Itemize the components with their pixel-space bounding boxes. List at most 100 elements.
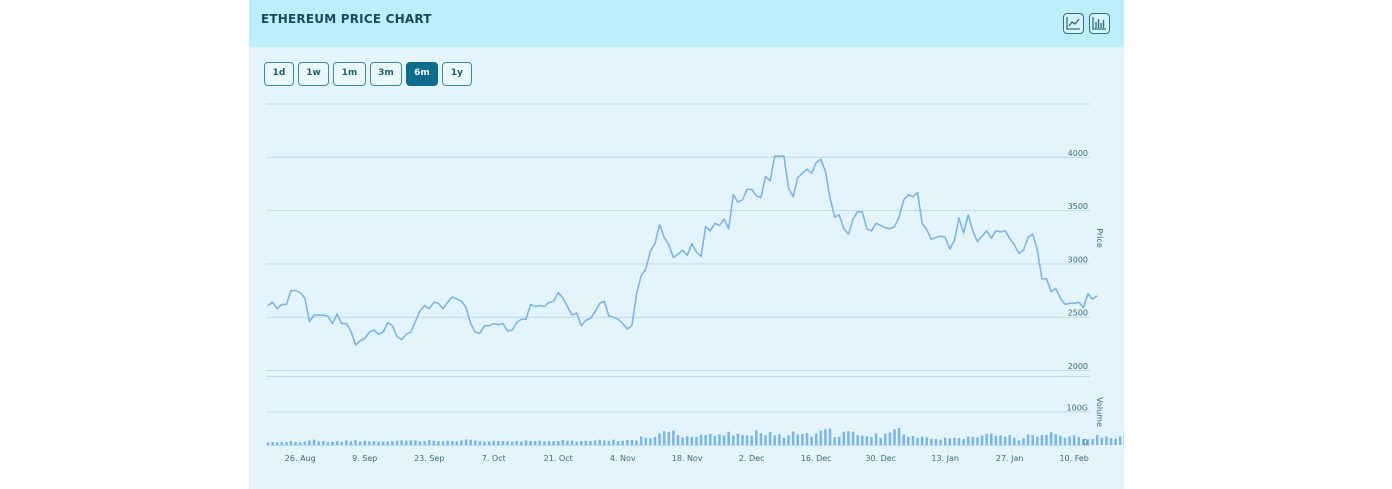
volume-bar — [266, 442, 270, 445]
volume-bar — [506, 441, 509, 445]
volume-bar — [621, 440, 624, 445]
volume-bar — [630, 440, 634, 445]
axis-labels: 2000 2500 3000 3500 4000 0 100G Price Volume 26. … — [285, 149, 1104, 463]
volume-bar — [524, 440, 528, 445]
volume-bar — [483, 441, 486, 445]
volume-bar — [515, 441, 519, 445]
range-button-1d[interactable]: 1d — [264, 62, 294, 86]
volume-bar — [451, 441, 454, 445]
volume-bar — [971, 436, 975, 445]
chart-title: ETHEREUM PRICE CHART — [261, 12, 432, 26]
volume-bar — [1003, 436, 1007, 445]
volume-bar — [460, 440, 463, 445]
volume-bar — [1049, 432, 1053, 445]
volume-bar — [884, 433, 887, 445]
volume-bar — [607, 441, 611, 445]
volume-bar — [662, 431, 666, 445]
volume-bar — [879, 437, 882, 445]
volume-bar — [819, 430, 823, 445]
volume-bar — [989, 433, 993, 445]
volume-bar — [1022, 438, 1025, 445]
volume-bar — [847, 431, 850, 445]
x-tick-label: 4. Nov — [610, 454, 636, 463]
bar-chart-button[interactable] — [1089, 13, 1110, 34]
volume-bars — [266, 427, 1124, 445]
volume-bar — [317, 441, 320, 445]
x-tick-label: 21. Oct — [544, 454, 573, 463]
price-volume-chart[interactable]: 2000 2500 3000 3500 4000 0 100G Price Volume 26. … — [249, 0, 1124, 489]
x-tick-label: 30. Dec — [865, 454, 896, 463]
volume-bar — [920, 436, 924, 445]
volume-bar — [708, 433, 712, 445]
range-button-1y[interactable]: 1y — [442, 62, 472, 86]
volume-bar — [814, 433, 818, 445]
volume-bar — [381, 441, 385, 445]
volume-bar — [745, 435, 749, 445]
volume-bar — [833, 437, 836, 445]
volume-bar — [722, 435, 726, 445]
volume-bar — [976, 437, 979, 445]
volume-bar — [856, 435, 859, 445]
volume-bar — [736, 433, 740, 445]
volume-bar — [985, 433, 988, 445]
volume-bar — [561, 440, 565, 445]
bar-chart-icon — [1092, 17, 1106, 30]
volume-bar — [455, 441, 459, 445]
price-chart-panel: ETHEREUM PRICE CHART 1d 1w 1m 3m 6m 1y 2… — [249, 0, 1124, 489]
range-button-1w[interactable]: 1w — [298, 62, 329, 86]
volume-bar — [386, 441, 390, 445]
volume-bar — [658, 433, 661, 445]
volume-bar — [289, 441, 293, 445]
volume-bar — [962, 439, 965, 445]
volume-bar — [363, 440, 367, 445]
volume-bar — [414, 440, 417, 445]
volume-bar — [423, 441, 426, 445]
volume-bar — [510, 441, 514, 445]
volume-bar — [667, 431, 671, 445]
x-tick-label: 10. Feb — [1059, 454, 1088, 463]
line-chart-button[interactable] — [1063, 13, 1084, 34]
volume-bar — [1068, 436, 1071, 445]
volume-bar — [418, 441, 422, 445]
volume-bar — [639, 436, 643, 445]
volume-bar — [994, 435, 998, 445]
volume-bar — [1095, 435, 1099, 445]
volume-bar — [464, 439, 468, 445]
volume-bar — [893, 429, 896, 445]
volume-bar — [298, 442, 302, 445]
volume-bar — [1040, 435, 1044, 445]
volume-bar — [676, 435, 680, 445]
volume-bar — [773, 435, 777, 445]
price-axis-title: Price — [1095, 228, 1104, 248]
volume-bar — [699, 434, 703, 445]
volume-bar — [888, 432, 892, 445]
volume-bar — [704, 435, 707, 445]
volume-bar — [902, 434, 905, 445]
volume-bar — [501, 441, 505, 445]
volume-bar — [538, 440, 542, 445]
volume-bar — [271, 442, 274, 445]
volume-bar — [1091, 439, 1094, 445]
range-button-3m[interactable]: 3m — [370, 62, 402, 86]
volume-bar — [391, 441, 394, 445]
volume-bar — [782, 437, 786, 445]
volume-bar — [916, 437, 919, 445]
range-button-6m[interactable]: 6m — [406, 62, 438, 86]
volume-bar — [322, 441, 325, 445]
volume-bar — [690, 437, 694, 445]
volume-bar — [1013, 437, 1016, 445]
volume-bar — [796, 434, 800, 445]
volume-bar — [672, 430, 675, 445]
volume-bar — [326, 442, 330, 445]
range-button-1m[interactable]: 1m — [333, 62, 366, 86]
volume-bar — [478, 441, 482, 445]
volume-bar — [340, 441, 343, 445]
volume-bar — [345, 440, 348, 445]
volume-bar — [593, 440, 597, 445]
volume-bar — [934, 439, 938, 445]
x-tick-label: 9. Sep — [352, 454, 377, 463]
volume-bar — [294, 442, 297, 445]
volume-bar — [409, 440, 413, 445]
volume-bar — [354, 440, 357, 445]
volume-bar — [1118, 436, 1122, 445]
